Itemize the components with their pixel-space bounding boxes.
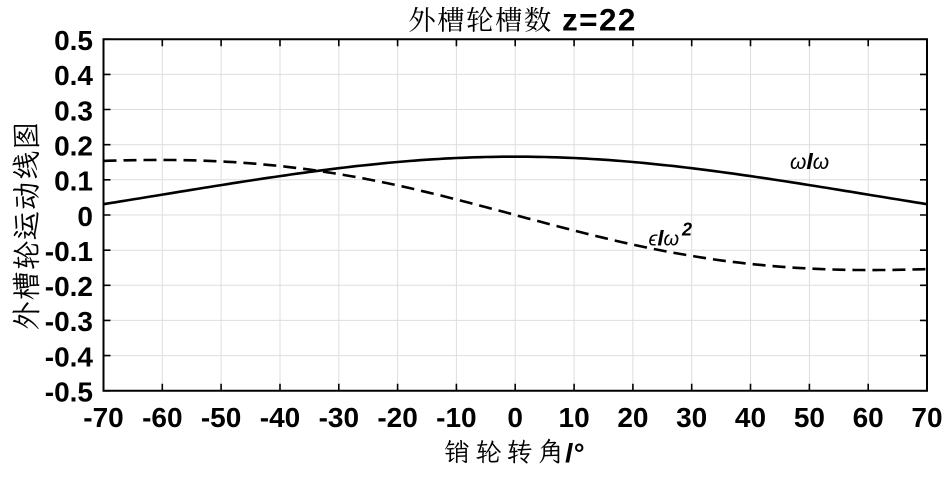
svg-text:-50: -50 xyxy=(201,402,241,433)
svg-text:-0.5: -0.5 xyxy=(45,377,93,408)
svg-text:0.2: 0.2 xyxy=(54,131,93,162)
svg-text:30: 30 xyxy=(676,402,707,433)
svg-text:-60: -60 xyxy=(142,402,182,433)
svg-text:10: 10 xyxy=(559,402,590,433)
svg-text:0: 0 xyxy=(77,201,93,232)
svg-text:ϵIω: ϵIω xyxy=(649,225,680,250)
svg-text:70: 70 xyxy=(911,402,942,433)
svg-text:60: 60 xyxy=(853,402,884,433)
svg-text:l°: l° xyxy=(565,439,584,469)
svg-text:-40: -40 xyxy=(260,402,300,433)
svg-text:-20: -20 xyxy=(377,402,417,433)
svg-text:-70: -70 xyxy=(83,402,123,433)
svg-text:20: 20 xyxy=(617,402,648,433)
svg-text:ωIω: ωIω xyxy=(790,148,829,174)
svg-text:0: 0 xyxy=(507,402,523,433)
svg-text:-0.4: -0.4 xyxy=(45,341,94,372)
svg-text:0.1: 0.1 xyxy=(54,166,93,197)
svg-text:50: 50 xyxy=(794,402,825,433)
svg-text:-0.1: -0.1 xyxy=(45,236,93,267)
svg-text:-0.2: -0.2 xyxy=(45,271,93,302)
svg-text:0.5: 0.5 xyxy=(54,25,93,56)
svg-text:2: 2 xyxy=(681,220,692,240)
svg-text:-10: -10 xyxy=(436,402,476,433)
svg-text:40: 40 xyxy=(735,402,766,433)
svg-text:0.4: 0.4 xyxy=(54,60,93,91)
svg-text:z=22: z=22 xyxy=(562,2,637,38)
svg-text:0.3: 0.3 xyxy=(54,95,93,126)
svg-text:-0.3: -0.3 xyxy=(45,306,93,337)
svg-text:-30: -30 xyxy=(319,402,359,433)
